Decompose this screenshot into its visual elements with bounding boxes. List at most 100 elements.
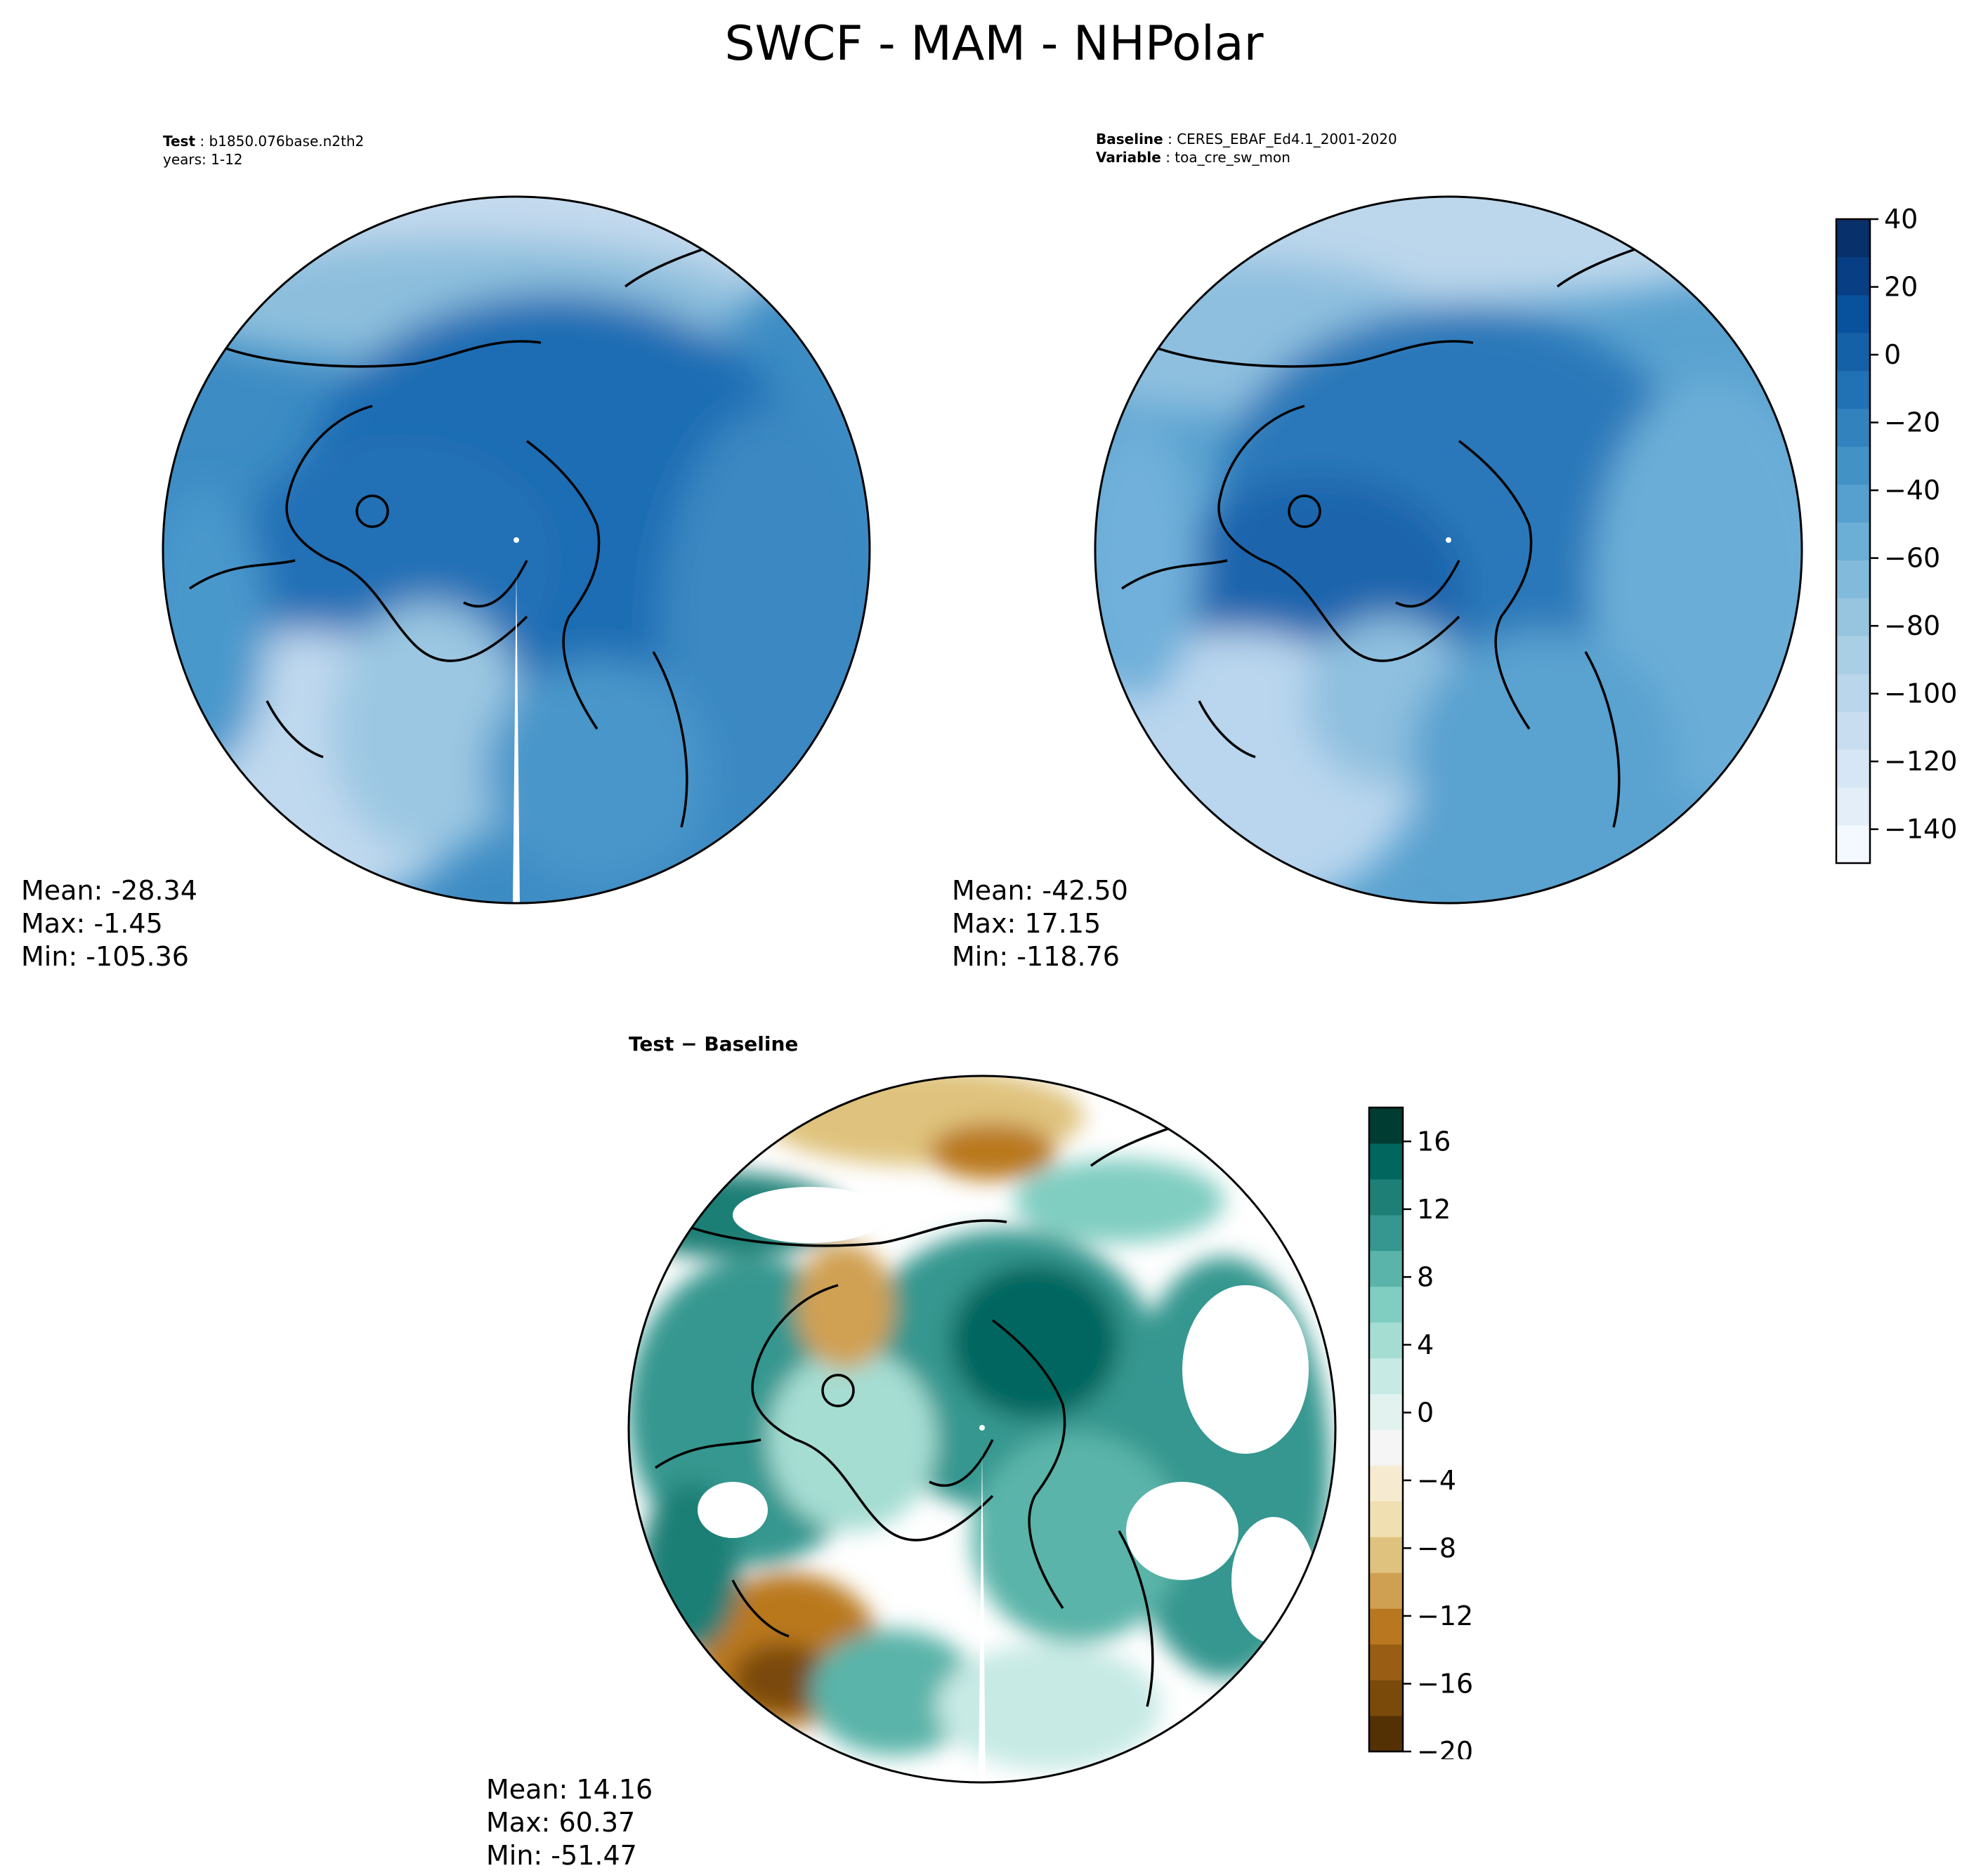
island-chain-line [1395, 560, 1460, 608]
colorbar-band [1369, 1572, 1403, 1609]
colorbar-band [1369, 1537, 1403, 1573]
colorbar-band [1369, 1358, 1403, 1395]
test-years: years: 1-12 [163, 151, 243, 168]
test-subtitle: Test : b1850.076base.n2th2 years: 1-12 [163, 133, 365, 168]
blues-colorbar-ticks: 40 20 0 −20 −40 −60 −80 −100 −120 −140 [1870, 204, 1957, 845]
colorbar-tick-label: 16 [1417, 1126, 1451, 1157]
colorbar-band [1369, 1644, 1403, 1681]
colorbar-band [1836, 522, 1870, 560]
colorbar-tick-label: −20 [1417, 1736, 1473, 1759]
siberia-coast-line [676, 1219, 1007, 1247]
baseline-colorbar: 40 20 0 −20 −40 −60 −80 −100 −120 −140 [1835, 204, 1957, 865]
colorbar-band [1836, 787, 1870, 826]
pole-marker [514, 537, 519, 543]
canada-north-coast-line [731, 1579, 790, 1638]
colorbar-tick-label: −140 [1884, 814, 1957, 845]
island-line [821, 1374, 855, 1407]
colorbar-tick-label: 4 [1417, 1329, 1434, 1360]
colorbar-tick-label: 0 [1417, 1397, 1434, 1428]
figure-title: SWCF - MAM - NHPolar [724, 16, 1264, 72]
missing-data-wedge [513, 571, 520, 903]
colorbar-band [1836, 370, 1870, 409]
colorbar-band [1369, 1250, 1403, 1287]
europe-coast-line [1458, 440, 1533, 730]
scandinavia-coast-line [1584, 651, 1621, 828]
colorbar-tick-label: −40 [1884, 475, 1940, 506]
colorbar-tick-label: −8 [1417, 1532, 1456, 1563]
colorbar-tick-label: −4 [1417, 1465, 1456, 1496]
colorbar-band [1836, 256, 1870, 296]
colorbar-band [1836, 560, 1870, 598]
colorbar-band [1836, 294, 1870, 334]
colorbar-tick-label: 20 [1884, 272, 1918, 303]
colorbar-band [1836, 446, 1870, 485]
colorbar-band [1369, 1716, 1403, 1752]
baseline-polar-map [1094, 195, 1803, 905]
colorbar-band [1836, 711, 1870, 750]
colorbar-band [1836, 598, 1870, 636]
colorbar-band [1836, 636, 1870, 674]
test-label: Test [163, 133, 196, 150]
colorbar-band [1836, 332, 1870, 372]
colorbar-tick-label: 12 [1417, 1194, 1451, 1225]
colorbar-tick-label: −16 [1417, 1668, 1473, 1699]
test-mean: Mean: -28.34 [21, 875, 197, 906]
difference-max: Max: 60.37 [486, 1807, 636, 1838]
colorbar-band [1369, 1286, 1403, 1323]
alaska-coast-line [1121, 559, 1228, 590]
colorbar-band [1836, 749, 1870, 788]
island-chain-line [929, 1439, 994, 1487]
canada-north-coast-line [266, 700, 324, 758]
scandinavia-coast-line [652, 651, 688, 828]
colorbar-tick-label: −100 [1884, 678, 1957, 709]
difference-mean: Mean: 14.16 [486, 1774, 653, 1805]
siberia-coast-line [1142, 340, 1474, 368]
brbg-colorbar-ticks: 16 12 8 4 0 −4 −8 −12 −16 −20 [1403, 1126, 1473, 1759]
canada-north-coast-line [1198, 700, 1256, 758]
canada-coast-line [1217, 405, 1460, 662]
colorbar-band [1369, 1680, 1403, 1716]
colorbar-tick-label: −80 [1884, 610, 1940, 641]
test-polar-map [162, 195, 871, 905]
alaska-coast-line [655, 1438, 761, 1469]
missing-data-wedge [979, 1450, 986, 1782]
difference-min: Min: -51.47 [486, 1840, 637, 1871]
colorbar-band [1836, 484, 1870, 523]
colorbar-tick-label: 8 [1417, 1261, 1434, 1292]
baseline-mean: Mean: -42.50 [952, 875, 1128, 906]
test-case-name: b1850.076base.n2th2 [209, 133, 365, 150]
colorbar-tick-label: −60 [1884, 543, 1940, 574]
colorbar-band [1369, 1429, 1403, 1466]
colorbar-band [1369, 1322, 1403, 1359]
colorbar-band [1369, 1608, 1403, 1645]
colorbar-tick-label: −120 [1884, 746, 1957, 777]
island-line [1288, 494, 1321, 528]
canada-coast-line [751, 1284, 994, 1542]
colorbar-band [1836, 408, 1870, 447]
europe-coast-line [525, 440, 601, 730]
colorbar-band [1836, 825, 1870, 864]
pole-marker [979, 1425, 985, 1431]
island-chain-line [463, 560, 528, 608]
colorbar-band [1836, 219, 1870, 258]
colorbar-band [1369, 1214, 1403, 1251]
test-min: Min: -105.36 [21, 941, 189, 972]
europe-coast-line [991, 1319, 1066, 1609]
blues-colorbar-bands [1836, 219, 1870, 864]
colorbar-tick-label: 0 [1884, 339, 1901, 370]
colorbar-band [1369, 1178, 1403, 1216]
colorbar-band [1369, 1108, 1403, 1144]
alaska-coast-line [189, 559, 296, 590]
scandinavia-coast-line [1118, 1530, 1154, 1707]
baseline-name: CERES_EBAF_Ed4.1_2001-2020 [1177, 131, 1397, 147]
island-line [355, 494, 389, 528]
baseline-max: Max: 17.15 [952, 908, 1101, 939]
test-max: Max: -1.45 [21, 908, 163, 939]
difference-polar-map [627, 1074, 1337, 1784]
brbg-colorbar-bands [1369, 1108, 1403, 1752]
canada-coast-line [285, 405, 528, 662]
siberia-coast-line [210, 340, 542, 368]
colorbar-tick-label: 40 [1884, 204, 1918, 235]
test-stats: Mean: -28.34 Max: -1.45 Min: -105.36 [21, 874, 197, 973]
colorbar-tick-label: −12 [1417, 1601, 1473, 1631]
